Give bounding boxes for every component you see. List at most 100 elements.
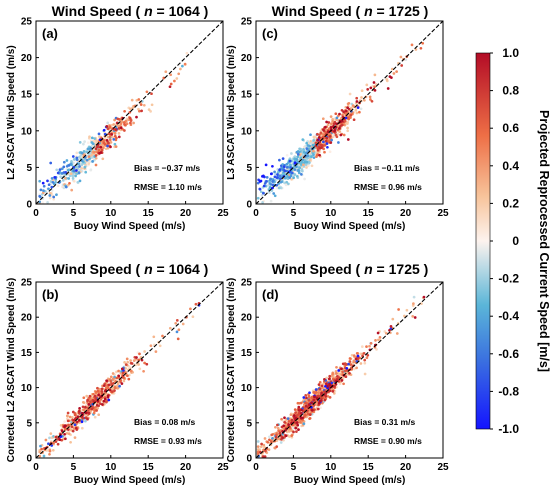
data-point [344, 116, 348, 120]
data-point [137, 98, 141, 101]
data-point [317, 401, 321, 405]
data-point [147, 108, 151, 111]
data-point [105, 139, 109, 142]
data-point [386, 87, 390, 90]
data-point [331, 119, 334, 123]
x-tick-label: 0 [253, 462, 259, 473]
data-point [308, 413, 312, 416]
data-point [164, 70, 168, 74]
scatter-points [38, 51, 189, 204]
colorbar-tick-label: 0 [512, 234, 519, 248]
data-point [70, 425, 74, 429]
colorbar-tick-label: -1.0 [498, 422, 519, 436]
data-point [75, 151, 79, 155]
data-point [283, 176, 287, 180]
data-point [334, 370, 338, 373]
data-point [256, 440, 260, 443]
data-point [299, 401, 303, 405]
x-tick-label: 0 [253, 208, 259, 219]
data-point [320, 401, 324, 405]
data-point [102, 128, 106, 132]
data-point [80, 426, 84, 430]
data-point [135, 356, 138, 359]
data-point [312, 398, 316, 402]
data-point [142, 103, 146, 107]
data-point [293, 173, 297, 176]
data-point [76, 180, 80, 184]
x-tick-label: 5 [291, 208, 297, 219]
data-point [105, 379, 108, 383]
data-point [149, 344, 153, 348]
data-point [278, 174, 282, 178]
data-point [104, 386, 108, 390]
data-point [261, 175, 264, 178]
data-point [265, 176, 269, 179]
data-point [297, 168, 300, 172]
data-point [298, 420, 302, 424]
data-point [310, 155, 313, 158]
data-point [75, 156, 79, 160]
data-point [56, 171, 60, 175]
data-point [349, 363, 353, 366]
data-point [81, 405, 85, 409]
data-point [323, 398, 327, 402]
data-point [317, 136, 321, 139]
data-point [286, 417, 290, 420]
data-point [117, 135, 121, 139]
data-point [275, 433, 278, 437]
data-point [303, 177, 306, 181]
y-tick-label: 5 [26, 163, 32, 174]
data-point [318, 399, 322, 403]
y-tick-label: 10 [21, 383, 33, 394]
data-point [128, 116, 132, 120]
data-point [78, 141, 82, 144]
data-point [101, 403, 104, 406]
data-point [350, 353, 354, 357]
data-point [403, 314, 406, 318]
data-point [181, 64, 184, 68]
data-point [376, 331, 380, 335]
data-point [316, 407, 320, 411]
data-point [110, 390, 114, 393]
data-point [88, 400, 92, 403]
data-point [344, 109, 348, 113]
x-tick-label: 15 [363, 462, 375, 473]
data-point [90, 407, 94, 411]
data-point [149, 110, 152, 113]
data-point [80, 167, 84, 170]
data-point [113, 389, 116, 392]
data-point [64, 171, 68, 174]
y-tick-label: 15 [241, 348, 253, 359]
y-tick-label: 20 [241, 313, 253, 324]
y-tick-label: 25 [21, 17, 33, 28]
data-point [137, 363, 140, 366]
data-point [318, 146, 322, 150]
data-point [287, 430, 291, 433]
data-point [113, 134, 117, 138]
data-point [335, 116, 339, 120]
data-point [378, 335, 382, 339]
data-point [348, 92, 352, 96]
data-point [328, 134, 332, 138]
panel-title: Wind Speed ( n = 1725 ) [272, 261, 429, 277]
data-point [279, 180, 283, 184]
data-point [294, 411, 297, 414]
data-point [395, 332, 399, 335]
data-point [302, 148, 305, 151]
data-point [92, 411, 96, 415]
data-point [399, 55, 403, 59]
data-point [275, 186, 279, 190]
data-point [66, 183, 70, 187]
data-point [320, 384, 324, 388]
data-point [62, 160, 66, 164]
data-point [323, 144, 327, 147]
data-point [328, 382, 331, 386]
data-point [107, 132, 111, 136]
data-point [66, 168, 70, 172]
data-point [306, 164, 310, 168]
data-point [305, 396, 308, 400]
colorbar-title: Projected Reprocessed Current Speed [m/s… [537, 110, 550, 372]
data-point [78, 179, 82, 183]
data-point [92, 392, 95, 396]
data-point [49, 432, 53, 435]
